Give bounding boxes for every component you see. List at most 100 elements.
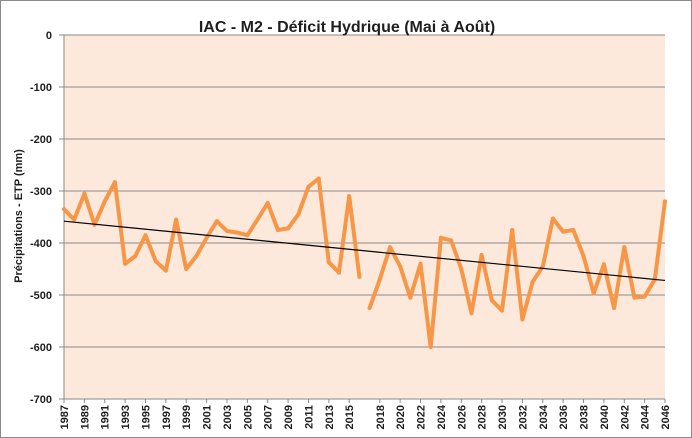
x-tick-label: 2034 bbox=[538, 404, 550, 429]
x-tick-label: 2015 bbox=[344, 405, 356, 429]
x-tick-label: 2026 bbox=[456, 405, 468, 429]
data-point bbox=[275, 228, 280, 232]
y-tick-label: 0 bbox=[46, 30, 52, 42]
data-point bbox=[377, 277, 382, 282]
x-tick-label: 1999 bbox=[181, 405, 193, 429]
x-tick-label: 2044 bbox=[640, 404, 652, 429]
trend-line-group bbox=[63, 220, 666, 282]
data-point bbox=[245, 233, 250, 238]
data-point bbox=[632, 295, 637, 300]
data-point bbox=[153, 259, 158, 264]
data-point bbox=[184, 267, 189, 271]
y-tick-label: -100 bbox=[30, 82, 52, 94]
data-point bbox=[62, 207, 66, 212]
plot-area bbox=[64, 35, 665, 399]
data-point bbox=[194, 254, 199, 258]
data-point bbox=[102, 199, 107, 204]
data-point bbox=[357, 274, 362, 279]
data-point bbox=[204, 235, 209, 240]
data-point bbox=[612, 306, 617, 310]
x-tick-label: 1997 bbox=[161, 405, 173, 429]
data-point bbox=[388, 245, 392, 250]
x-tick-label: 2020 bbox=[395, 405, 407, 429]
data-point bbox=[112, 180, 117, 185]
x-tick-label: 2007 bbox=[263, 405, 275, 429]
data-point bbox=[530, 280, 535, 284]
x-tick-label: 2032 bbox=[517, 405, 529, 429]
data-point bbox=[438, 235, 443, 240]
y-tick-label: -700 bbox=[30, 394, 52, 406]
data-point bbox=[347, 194, 352, 199]
data-point bbox=[479, 253, 484, 257]
x-tick-label: 2013 bbox=[324, 405, 336, 429]
x-tick-label: 2022 bbox=[416, 405, 428, 429]
x-tick-label: 1987 bbox=[59, 405, 71, 429]
data-point bbox=[326, 260, 331, 265]
data-point bbox=[265, 201, 270, 205]
data-point bbox=[398, 264, 403, 269]
x-tick-label: 2046 bbox=[660, 405, 672, 429]
x-tick-label: 2001 bbox=[202, 405, 214, 429]
data-point bbox=[82, 191, 87, 196]
y-tick-label: -400 bbox=[30, 238, 52, 250]
y-tick-label: -200 bbox=[30, 134, 52, 146]
y-tick-label: -500 bbox=[30, 290, 52, 302]
data-point bbox=[591, 291, 596, 296]
data-point bbox=[133, 254, 138, 258]
x-tick-label: 2042 bbox=[619, 405, 631, 429]
data-point bbox=[123, 261, 128, 266]
data-point bbox=[163, 268, 168, 273]
y-tick-label: -300 bbox=[30, 186, 52, 198]
data-point bbox=[510, 228, 515, 232]
data-point bbox=[622, 245, 627, 250]
data-point bbox=[72, 217, 77, 222]
trend-line bbox=[63, 220, 666, 282]
x-tick-label: 2040 bbox=[599, 405, 611, 429]
data-point bbox=[642, 294, 647, 299]
data-point bbox=[296, 212, 301, 217]
x-tick-label: 2018 bbox=[375, 405, 387, 429]
data-point bbox=[214, 219, 219, 224]
data-point bbox=[428, 345, 433, 349]
x-tick-label: 1989 bbox=[79, 405, 91, 429]
data-point bbox=[316, 176, 321, 181]
series-line bbox=[367, 199, 667, 349]
x-tick-label: 2003 bbox=[222, 405, 234, 429]
series-line bbox=[62, 176, 362, 279]
data-point bbox=[235, 230, 240, 235]
x-tick-label: 1995 bbox=[140, 405, 152, 429]
data-point bbox=[601, 262, 606, 267]
data-point bbox=[540, 264, 545, 269]
data-point bbox=[306, 184, 311, 189]
x-tick-label: 2028 bbox=[477, 405, 489, 429]
x-tick-label: 2030 bbox=[497, 405, 509, 429]
x-tick-label: 1993 bbox=[120, 405, 132, 429]
y-tick-labels: 0 -100 -200 -300 -400 -500 -600 -700 bbox=[30, 30, 52, 406]
data-point bbox=[489, 298, 494, 303]
data-point bbox=[174, 217, 179, 222]
x-tick-label: 2036 bbox=[558, 405, 570, 429]
data-point bbox=[520, 317, 525, 322]
series-lines bbox=[62, 176, 667, 349]
data-point bbox=[449, 238, 454, 243]
data-point bbox=[337, 270, 341, 275]
data-point bbox=[500, 308, 504, 313]
data-point bbox=[143, 233, 148, 238]
data-point bbox=[561, 229, 566, 234]
data-point bbox=[367, 306, 372, 310]
x-tick-label: 2009 bbox=[283, 405, 295, 429]
y-tick-label: -600 bbox=[30, 342, 52, 354]
data-point bbox=[550, 216, 555, 221]
chart-title: IAC - M2 - Déficit Hydrique (Mai à Août) bbox=[199, 19, 495, 36]
data-point bbox=[459, 267, 464, 271]
x-tick-label: 2038 bbox=[579, 405, 591, 429]
y-axis-label: Précipitations - ETP (mm) bbox=[13, 149, 25, 283]
data-point bbox=[469, 311, 474, 316]
x-tick-label: 2011 bbox=[303, 405, 315, 429]
x-tick-label: 1991 bbox=[100, 405, 112, 429]
x-tick-labels: 1987 1989 1991 1993 1995 1997 1999 2001 2003 2005… bbox=[59, 399, 672, 429]
data-point bbox=[418, 261, 423, 266]
data-point bbox=[663, 199, 667, 204]
data-point bbox=[581, 254, 586, 258]
